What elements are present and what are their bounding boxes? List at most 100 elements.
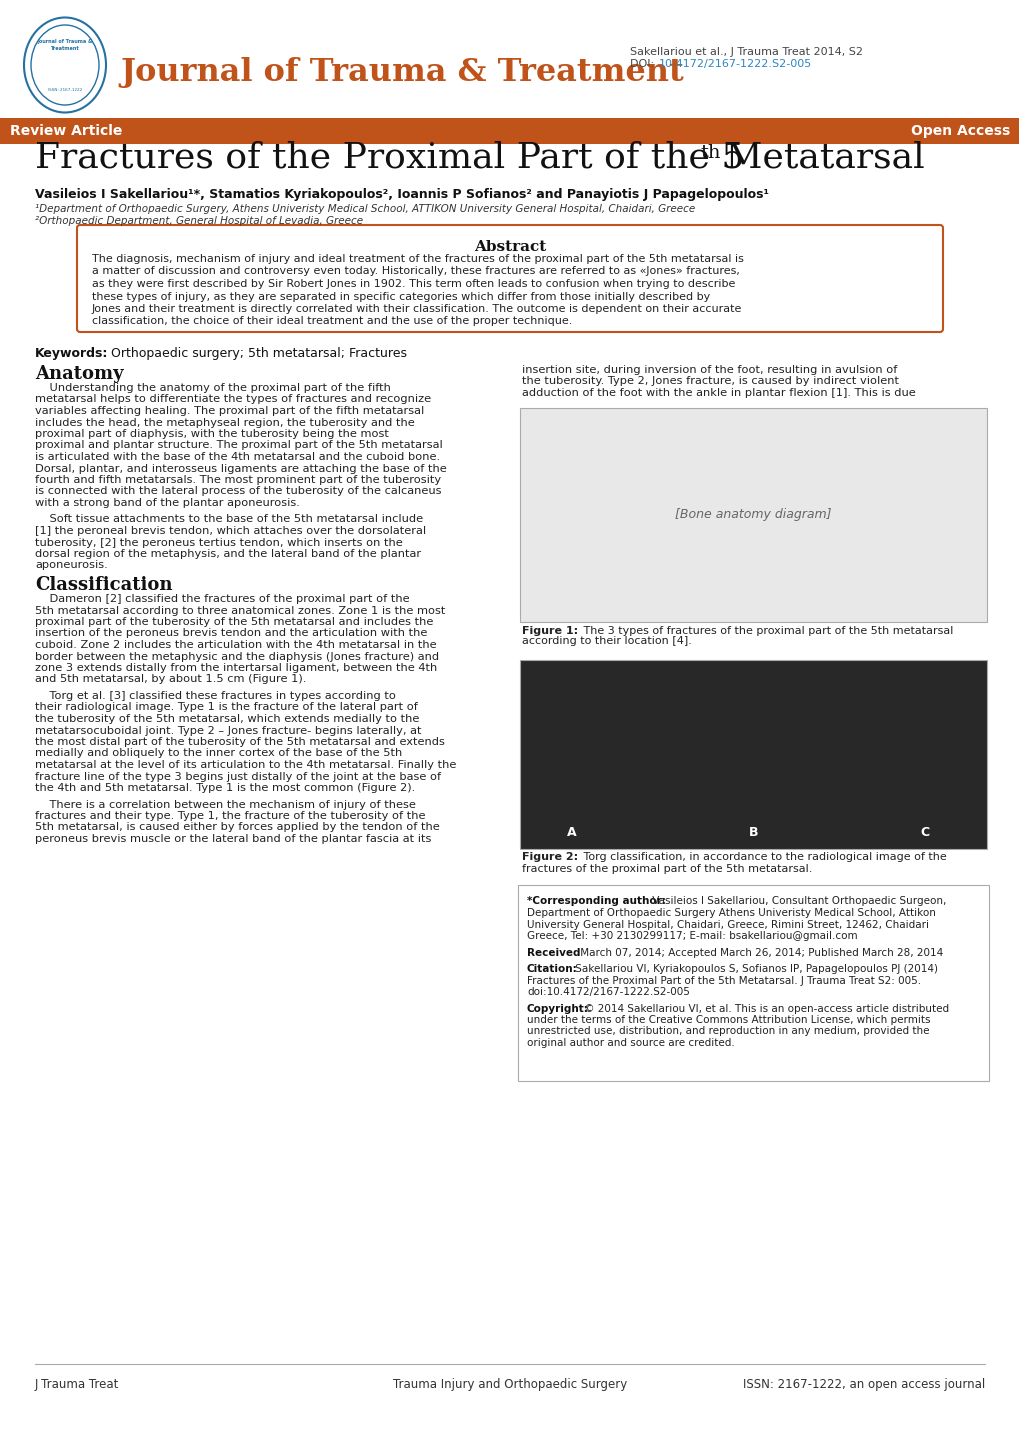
Text: Fractures of the Proximal Part of the 5th Metatarsal. J Trauma Treat S2: 005.: Fractures of the Proximal Part of the 5t… [527, 975, 920, 985]
Text: fourth and fifth metatarsals. The most prominent part of the tuberosity: fourth and fifth metatarsals. The most p… [35, 474, 440, 485]
Text: Jones and their treatment is directly correlated with their classification. The : Jones and their treatment is directly co… [92, 304, 742, 314]
Text: includes the head, the metaphyseal region, the tuberosity and the: includes the head, the metaphyseal regio… [35, 418, 415, 427]
Text: border between the metaphysic and the diaphysis (Jones fracture) and: border between the metaphysic and the di… [35, 652, 439, 662]
Text: aponeurosis.: aponeurosis. [35, 561, 108, 571]
Text: Sakellariou VI, Kyriakopoulos S, Sofianos IP, Papagelopoulos PJ (2014): Sakellariou VI, Kyriakopoulos S, Sofiano… [572, 965, 937, 973]
Text: the 4th and 5th metatarsal. Type 1 is the most common (Figure 2).: the 4th and 5th metatarsal. Type 1 is th… [35, 783, 415, 793]
Text: The 3 types of fractures of the proximal part of the 5th metatarsal: The 3 types of fractures of the proximal… [580, 626, 953, 636]
Text: March 07, 2014; Accepted March 26, 2014; Published March 28, 2014: March 07, 2014; Accepted March 26, 2014;… [577, 947, 943, 957]
Text: proximal and plantar structure. The proximal part of the 5th metatarsal: proximal and plantar structure. The prox… [35, 440, 442, 450]
Text: ISSN: 2167-1222, an open access journal: ISSN: 2167-1222, an open access journal [742, 1379, 984, 1392]
Text: metatarsocuboidal joint. Type 2 – Jones fracture- begins laterally, at: metatarsocuboidal joint. Type 2 – Jones … [35, 725, 421, 735]
Text: under the terms of the Creative Commons Attribution License, which permits: under the terms of the Creative Commons … [527, 1015, 929, 1025]
Text: Treatment: Treatment [51, 46, 79, 50]
FancyBboxPatch shape [76, 225, 943, 332]
Text: fractures of the proximal part of the 5th metatarsal.: fractures of the proximal part of the 5t… [522, 864, 811, 874]
Text: Soft tissue attachments to the base of the 5th metatarsal include: Soft tissue attachments to the base of t… [35, 515, 423, 525]
FancyBboxPatch shape [520, 659, 986, 848]
Text: Trauma Injury and Orthopaedic Surgery: Trauma Injury and Orthopaedic Surgery [392, 1379, 627, 1392]
Text: classification, the choice of their ideal treatment and the use of the proper te: classification, the choice of their idea… [92, 316, 572, 326]
Text: Abstract: Abstract [474, 239, 545, 254]
Text: [1] the peroneal brevis tendon, which attaches over the dorsolateral: [1] the peroneal brevis tendon, which at… [35, 526, 426, 536]
Text: metatarsal at the level of its articulation to the 4th metatarsal. Finally the: metatarsal at the level of its articulat… [35, 760, 455, 770]
Text: Sakellariou et al., J Trauma Treat 2014, S2: Sakellariou et al., J Trauma Treat 2014,… [630, 48, 862, 58]
Text: Anatomy: Anatomy [35, 365, 123, 384]
Text: cuboid. Zone 2 includes the articulation with the 4th metatarsal in the: cuboid. Zone 2 includes the articulation… [35, 640, 436, 650]
Text: DOI:: DOI: [630, 59, 657, 69]
Text: Copyright:: Copyright: [527, 1004, 588, 1014]
Text: *Corresponding author:: *Corresponding author: [527, 897, 665, 907]
Text: Metatarsal: Metatarsal [713, 141, 924, 174]
Text: dorsal region of the metaphysis, and the lateral band of the plantar: dorsal region of the metaphysis, and the… [35, 549, 421, 559]
Text: proximal part of diaphysis, with the tuberosity being the most: proximal part of diaphysis, with the tub… [35, 430, 388, 438]
Text: Torg et al. [3] classified these fractures in types according to: Torg et al. [3] classified these fractur… [35, 691, 395, 701]
Text: with a strong band of the plantar aponeurosis.: with a strong band of the plantar aponeu… [35, 497, 300, 508]
Text: fracture line of the type 3 begins just distally of the joint at the base of: fracture line of the type 3 begins just … [35, 771, 440, 782]
Text: Vasileios I Sakellariou¹*, Stamatios Kyriakopoulos², Ioannis P Sofianos² and Pan: Vasileios I Sakellariou¹*, Stamatios Kyr… [35, 187, 768, 200]
Text: their radiological image. Type 1 is the fracture of the lateral part of: their radiological image. Type 1 is the … [35, 702, 418, 712]
Text: The diagnosis, mechanism of injury and ideal treatment of the fractures of the p: The diagnosis, mechanism of injury and i… [92, 254, 743, 264]
Text: There is a correlation between the mechanism of injury of these: There is a correlation between the mecha… [35, 799, 416, 809]
Text: the tuberosity of the 5th metatarsal, which extends medially to the: the tuberosity of the 5th metatarsal, wh… [35, 714, 419, 724]
Text: original author and source are credited.: original author and source are credited. [527, 1038, 734, 1048]
Text: insertion of the peroneus brevis tendon and the articulation with the: insertion of the peroneus brevis tendon … [35, 629, 427, 639]
Text: insertion site, during inversion of the foot, resulting in avulsion of: insertion site, during inversion of the … [522, 365, 897, 375]
Text: medially and obliquely to the inner cortex of the base of the 5th: medially and obliquely to the inner cort… [35, 748, 401, 758]
Text: the most distal part of the tuberosity of the 5th metatarsal and extends: the most distal part of the tuberosity o… [35, 737, 444, 747]
FancyBboxPatch shape [520, 408, 986, 622]
Text: is connected with the lateral process of the tuberosity of the calcaneus: is connected with the lateral process of… [35, 486, 441, 496]
Text: Department of Orthopaedic Surgery Athens Univeristy Medical School, Attikon: Department of Orthopaedic Surgery Athens… [527, 908, 935, 919]
Text: Citation:: Citation: [527, 965, 577, 973]
Text: the tuberosity. Type 2, Jones fracture, is caused by indirect violent: the tuberosity. Type 2, Jones fracture, … [522, 376, 898, 386]
Text: B: B [748, 826, 757, 839]
Text: tuberosity, [2] the peroneus tertius tendon, which inserts on the: tuberosity, [2] the peroneus tertius ten… [35, 538, 403, 548]
Text: Torg classification, in accordance to the radiological image of the: Torg classification, in accordance to th… [580, 852, 946, 862]
Text: proximal part of the tuberosity of the 5th metatarsal and includes the: proximal part of the tuberosity of the 5… [35, 617, 433, 627]
Text: Keywords:: Keywords: [35, 348, 108, 360]
Text: Open Access: Open Access [910, 124, 1009, 138]
Text: peroneus brevis muscle or the lateral band of the plantar fascia at its: peroneus brevis muscle or the lateral ba… [35, 833, 431, 844]
Text: Dorsal, plantar, and interosseus ligaments are attaching the base of the: Dorsal, plantar, and interosseus ligamen… [35, 463, 446, 473]
Text: unrestricted use, distribution, and reproduction in any medium, provided the: unrestricted use, distribution, and repr… [527, 1027, 928, 1037]
Text: adduction of the foot with the ankle in plantar flexion [1]. This is due: adduction of the foot with the ankle in … [522, 388, 915, 398]
Text: and 5th metatarsal, by about 1.5 cm (Figure 1).: and 5th metatarsal, by about 1.5 cm (Fig… [35, 675, 306, 685]
Text: these types of injury, as they are separated in specific categories which differ: these types of injury, as they are separ… [92, 291, 709, 301]
Text: Dameron [2] classified the fractures of the proximal part of the: Dameron [2] classified the fractures of … [35, 594, 410, 604]
Text: Understanding the anatomy of the proximal part of the fifth: Understanding the anatomy of the proxima… [35, 384, 390, 394]
Text: doi:10.4172/2167-1222.S2-005: doi:10.4172/2167-1222.S2-005 [527, 986, 689, 996]
Text: [Bone anatomy diagram]: [Bone anatomy diagram] [675, 508, 830, 521]
Text: Figure 1:: Figure 1: [522, 626, 578, 636]
Text: Classification: Classification [35, 575, 172, 594]
Text: University General Hospital, Chaidari, Greece, Rimini Street, 12462, Chaidari: University General Hospital, Chaidari, G… [527, 920, 928, 930]
Text: variables affecting healing. The proximal part of the fifth metatarsal: variables affecting healing. The proxima… [35, 407, 424, 415]
Text: 10.4172/2167-1222.S2-005: 10.4172/2167-1222.S2-005 [658, 59, 811, 69]
Bar [0, 118, 1019, 144]
Text: C: C [919, 826, 928, 839]
Text: metatarsal helps to differentiate the types of fractures and recognize: metatarsal helps to differentiate the ty… [35, 395, 431, 405]
Text: A: A [567, 826, 577, 839]
Text: ISSN: 2167-1222: ISSN: 2167-1222 [48, 88, 83, 92]
Text: according to their location [4].: according to their location [4]. [522, 636, 691, 646]
Text: Figure 2:: Figure 2: [522, 852, 578, 862]
Text: Orthopaedic surgery; 5th metatarsal; Fractures: Orthopaedic surgery; 5th metatarsal; Fra… [107, 348, 407, 360]
Text: Journal of Trauma & Treatment: Journal of Trauma & Treatment [120, 58, 683, 88]
Text: © 2014 Sakellariou VI, et al. This is an open-access article distributed: © 2014 Sakellariou VI, et al. This is an… [581, 1004, 949, 1014]
Text: 5th metatarsal, is caused either by forces applied by the tendon of the: 5th metatarsal, is caused either by forc… [35, 822, 439, 832]
Text: 5th metatarsal according to three anatomical zones. Zone 1 is the most: 5th metatarsal according to three anatom… [35, 606, 445, 616]
FancyBboxPatch shape [518, 884, 988, 1082]
Text: as they were first described by Sir Robert Jones in 1902. This term often leads : as they were first described by Sir Robe… [92, 278, 735, 288]
Text: is articulated with the base of the 4th metatarsal and the cuboid bone.: is articulated with the base of the 4th … [35, 451, 439, 461]
Text: a matter of discussion and controversy even today. Historically, these fractures: a matter of discussion and controversy e… [92, 267, 739, 277]
Text: Fractures of the Proximal Part of the 5: Fractures of the Proximal Part of the 5 [35, 141, 744, 174]
Text: ²Orthopaedic Department, General Hospital of Levadia, Greece: ²Orthopaedic Department, General Hospita… [35, 216, 363, 226]
Text: Journal of Trauma &: Journal of Trauma & [38, 39, 93, 45]
Text: Greece, Tel: +30 2130299117; E-mail: bsakellariou@gmail.com: Greece, Tel: +30 2130299117; E-mail: bsa… [527, 932, 857, 942]
Text: Received: Received [527, 947, 580, 957]
Text: zone 3 extends distally from the intertarsal ligament, between the 4th: zone 3 extends distally from the interta… [35, 663, 437, 673]
Text: fractures and their type. Type 1, the fracture of the tuberosity of the: fractures and their type. Type 1, the fr… [35, 810, 425, 820]
Text: Review Article: Review Article [10, 124, 122, 138]
Text: J Trauma Treat: J Trauma Treat [35, 1379, 119, 1392]
Text: th: th [699, 144, 719, 162]
Text: Vasileios I Sakellariou, Consultant Orthopaedic Surgeon,: Vasileios I Sakellariou, Consultant Orth… [648, 897, 946, 907]
Text: ¹Department of Orthopaedic Surgery, Athens Univeristy Medical School, ATTIKON Un: ¹Department of Orthopaedic Surgery, Athe… [35, 203, 695, 213]
